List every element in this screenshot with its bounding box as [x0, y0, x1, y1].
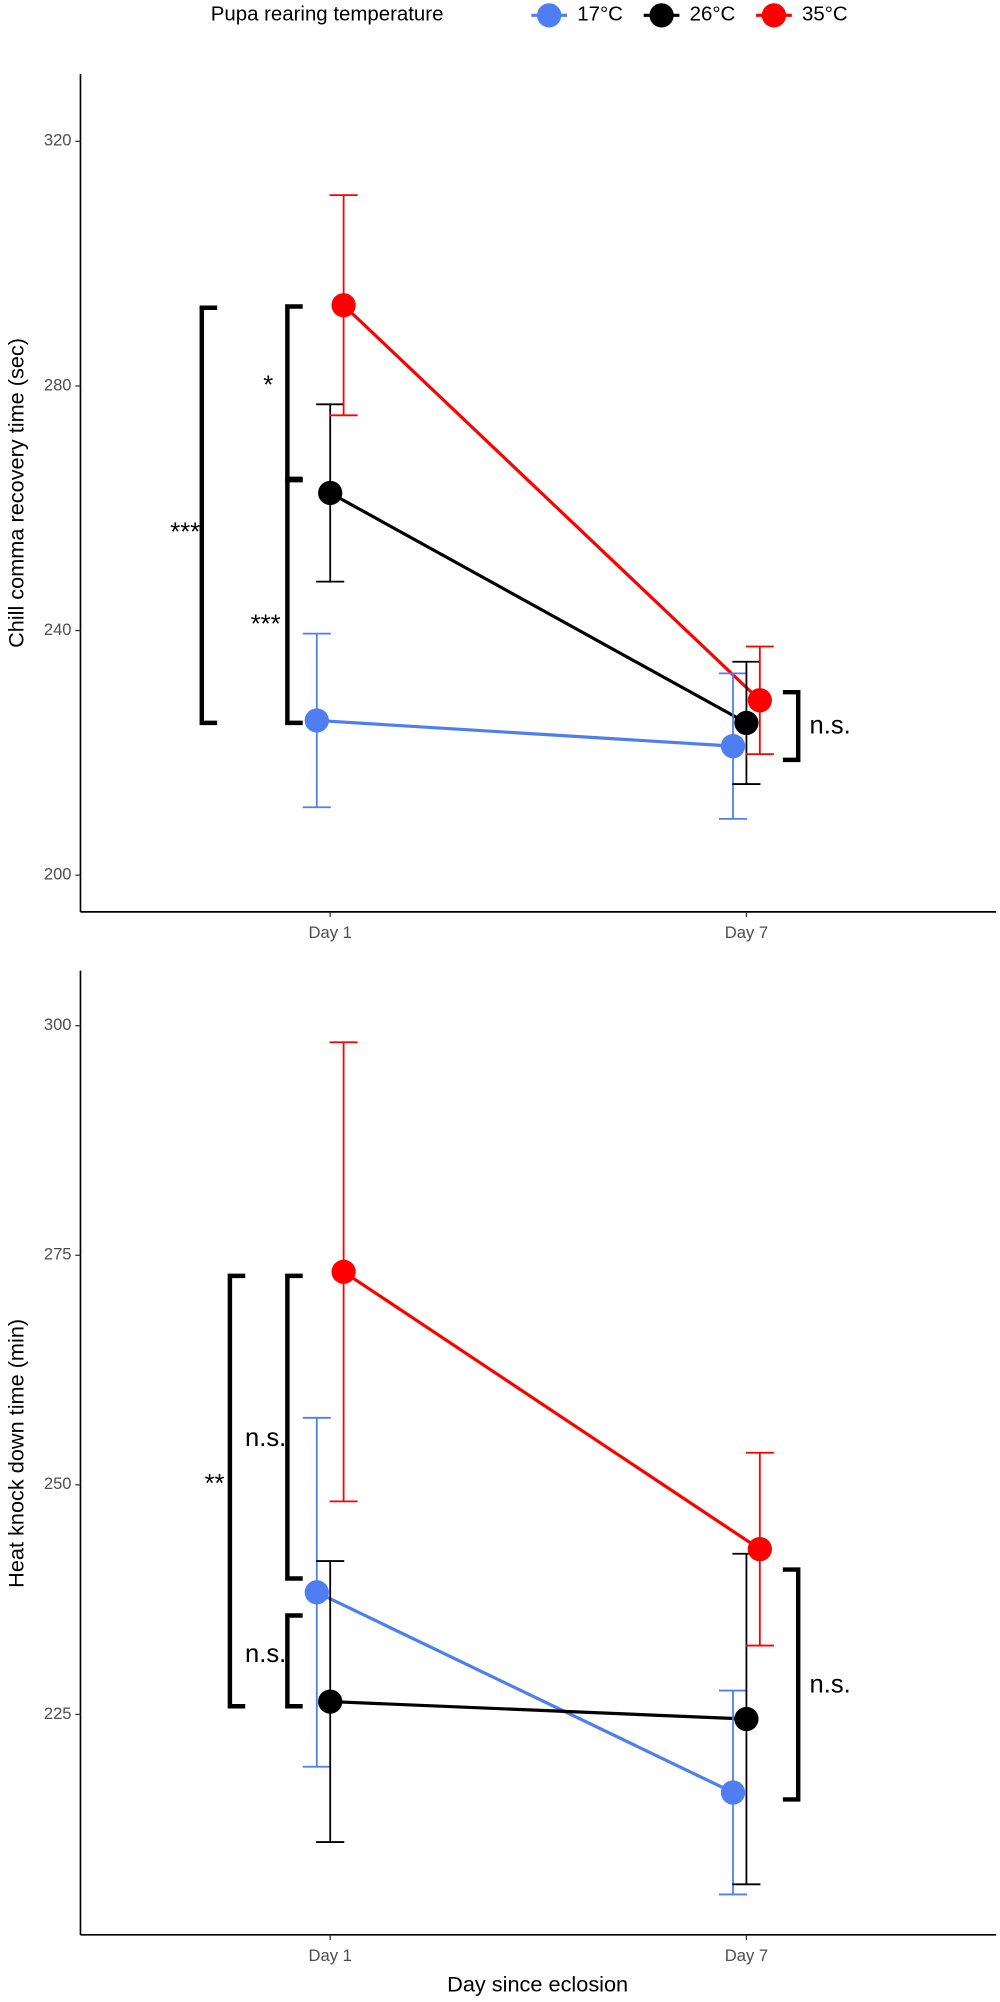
annotation: ***: [170, 519, 200, 547]
x-tick-label: Day 7: [725, 923, 768, 942]
series-line: [342, 304, 761, 702]
point: [734, 1706, 759, 1732]
bracket: [285, 304, 303, 482]
legend-label: 17°C: [577, 4, 623, 26]
x-axis-title: Day since eclosion: [447, 1972, 628, 1997]
legend-label: 35°C: [802, 4, 848, 26]
y-tick-label: 300: [44, 1015, 72, 1034]
y-tick-label: 275: [44, 1245, 72, 1264]
bracket: [782, 689, 801, 763]
point: [720, 734, 746, 759]
legend-key: [649, 3, 674, 28]
legend-key: [761, 3, 787, 28]
point: [331, 293, 356, 318]
bracket: [285, 1273, 303, 1581]
y-tick-label: 240: [44, 620, 72, 639]
legend-label: 26°C: [690, 4, 736, 26]
point: [318, 480, 343, 506]
y-tick-label: 200: [44, 865, 72, 884]
x-tick-label: Day 7: [725, 1946, 768, 1965]
y-tick-label: 250: [44, 1474, 72, 1493]
bracket: [227, 1273, 246, 1709]
y-tick-label: 280: [44, 375, 72, 394]
series-line: [316, 718, 734, 748]
bracket: [285, 477, 303, 726]
annotation: n.s.: [245, 1424, 286, 1452]
point: [331, 1259, 356, 1284]
series-line: [342, 1270, 761, 1551]
annotation: n.s.: [810, 711, 851, 739]
series-line: [329, 491, 748, 725]
x-tick-label: Day 1: [309, 923, 352, 942]
point: [734, 710, 759, 736]
y-axis-title: Heat knock down time (min): [4, 1319, 29, 1588]
legend-key: [537, 3, 562, 28]
bracket: [782, 1567, 801, 1802]
point: [304, 1580, 329, 1605]
y-tick-label: 320: [44, 131, 72, 150]
annotation: n.s.: [245, 1640, 286, 1668]
point: [318, 1689, 343, 1714]
bracket: [199, 305, 218, 726]
y-tick-label: 225: [44, 1704, 72, 1723]
annotation: *: [263, 372, 273, 400]
legend-title: Pupa rearing temperature: [211, 4, 444, 26]
series-line: [330, 1699, 747, 1721]
point: [720, 1780, 746, 1805]
bracket: [285, 1613, 303, 1709]
y-axis-title: Chill comma recovery time (sec): [4, 338, 29, 648]
point: [304, 708, 329, 733]
series-line: [316, 1590, 734, 1794]
annotation: n.s.: [810, 1671, 851, 1699]
annotation: ***: [251, 611, 281, 639]
point: [747, 1537, 772, 1562]
point: [747, 688, 772, 713]
x-tick-label: Day 1: [309, 1946, 352, 1965]
annotation: **: [205, 1470, 225, 1498]
